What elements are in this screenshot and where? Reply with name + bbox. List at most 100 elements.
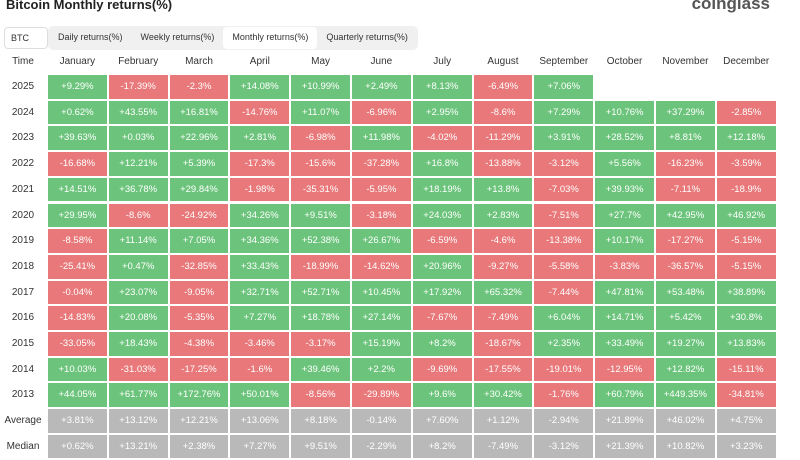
return-cell: -25.41%: [47, 253, 108, 280]
return-cell: -17.27%: [655, 228, 716, 254]
column-header: February: [118, 56, 159, 67]
return-cell: +16.8%: [411, 151, 473, 177]
return-cell: -8.56%: [290, 382, 351, 409]
return-cell: +13.83%: [715, 331, 777, 357]
coin-selector[interactable]: BTC: [4, 27, 48, 49]
return-cell: +26.67%: [351, 228, 412, 254]
return-cell: -3.46%: [229, 331, 291, 357]
return-cell: -24.92%: [168, 202, 230, 229]
return-cell: -7.67%: [411, 305, 473, 331]
return-cell: +33.49%: [594, 331, 655, 357]
return-cell: -35.31%: [290, 176, 351, 203]
title: Bitcoin Monthly returns(%): [6, 0, 173, 12]
return-cell: +3.91%: [533, 125, 595, 152]
return-cell: +4.75%: [715, 408, 777, 434]
return-cell: +2.38%: [168, 433, 230, 460]
return-cell: +11.07%: [290, 99, 351, 126]
return-cell: +27.14%: [351, 305, 412, 331]
return-cell: -13.88%: [472, 151, 534, 177]
return-cell: +20.08%: [107, 305, 169, 331]
row-label: 2019: [11, 235, 35, 247]
return-cell: -31.03%: [107, 356, 169, 383]
return-cell: +42.95%: [655, 202, 716, 229]
tab[interactable]: Weekly returns(%): [140, 32, 215, 42]
return-cell: -33.05%: [47, 331, 108, 357]
return-cell: +2.49%: [351, 74, 412, 100]
return-cell: -32.85%: [168, 253, 230, 280]
return-cell: +2.2%: [351, 356, 412, 383]
return-cell: +10.45%: [351, 279, 412, 306]
return-cell: +10.03%: [47, 356, 108, 383]
column-header: May: [311, 56, 331, 67]
row-label: 2017: [11, 286, 35, 298]
return-cell: +53.48%: [655, 279, 716, 306]
return-cell: +9.6%: [411, 382, 473, 409]
return-cell: +7.06%: [533, 74, 595, 100]
return-cell: -0.14%: [351, 408, 412, 434]
return-cell: +32.71%: [229, 279, 291, 306]
return-cell: +20.96%: [411, 253, 473, 280]
row-label: 2015: [11, 338, 35, 349]
column-header: March: [185, 56, 213, 67]
return-cell: +13.21%: [107, 433, 169, 460]
return-cell: +172.76%: [168, 382, 230, 409]
return-cell: -37.28%: [351, 151, 412, 177]
return-cell: +52.71%: [290, 279, 351, 306]
return-cell: +3.23%: [715, 433, 777, 460]
return-cell: +18.43%: [107, 331, 169, 357]
return-cell: -8.6%: [107, 202, 169, 229]
return-cell: +13.06%: [229, 408, 291, 434]
return-cell: +24.03%: [411, 202, 473, 229]
return-cell: +60.79%: [594, 382, 655, 409]
return-cell: -17.39%: [107, 74, 169, 100]
tab[interactable]: Quarterly returns(%): [326, 32, 408, 42]
return-cell: +16.81%: [168, 99, 230, 126]
return-cell: +11.14%: [107, 228, 169, 254]
return-cell: +19.27%: [655, 331, 716, 357]
return-cell: +8.81%: [655, 125, 716, 152]
tab[interactable]: Monthly returns(%): [223, 27, 318, 49]
row-label: 2023: [11, 132, 35, 144]
return-cell: +8.13%: [411, 74, 473, 100]
column-header: Time: [12, 56, 34, 67]
row-label: Median: [6, 440, 40, 452]
tab[interactable]: Daily returns(%): [58, 32, 123, 42]
column-header: April: [249, 56, 270, 67]
return-cell: -15.6%: [290, 151, 351, 177]
row-label: 2024: [11, 106, 35, 118]
return-cell: +12.18%: [715, 125, 777, 152]
return-cell: +23.07%: [107, 279, 169, 306]
return-cell: +52.38%: [290, 228, 351, 254]
return-cell: -5.35%: [168, 305, 230, 331]
return-cell: +17.92%: [411, 279, 473, 306]
return-cell: -14.83%: [47, 305, 108, 331]
return-cell: +36.78%: [107, 176, 169, 203]
return-cell: +7.60%: [411, 408, 473, 434]
return-cell: +14.51%: [47, 176, 108, 203]
return-cell: -7.51%: [533, 202, 595, 229]
return-cell: +0.62%: [47, 433, 108, 460]
return-cell: +39.63%: [47, 125, 108, 152]
return-cell: -6.98%: [290, 125, 351, 152]
return-cell: -5.58%: [533, 253, 595, 280]
return-cell: -4.6%: [472, 228, 534, 254]
return-cell: -14.76%: [229, 99, 291, 126]
return-cell: +11.98%: [351, 125, 412, 152]
return-cell: +29.95%: [47, 202, 108, 229]
return-cell: +10.99%: [290, 74, 351, 100]
row-label: 2025: [11, 81, 35, 92]
page: {"header":{"title":"Bitcoin Monthly retu…: [4, 0, 777, 460]
column-header: June: [370, 56, 393, 67]
return-cell: -11.29%: [472, 125, 534, 152]
return-cell: -7.03%: [533, 176, 595, 203]
return-cell: -7.49%: [472, 433, 534, 460]
return-cell: -5.15%: [715, 228, 777, 254]
return-cell: +30.42%: [472, 382, 534, 409]
return-cell: +2.83%: [472, 202, 534, 229]
row-label: Average: [4, 415, 42, 427]
return-cell: -1.76%: [533, 382, 595, 409]
return-cell: +44.05%: [47, 382, 108, 409]
return-cell: -17.3%: [229, 151, 291, 177]
row-label: 2014: [11, 363, 35, 375]
return-cell: +46.02%: [655, 408, 716, 434]
